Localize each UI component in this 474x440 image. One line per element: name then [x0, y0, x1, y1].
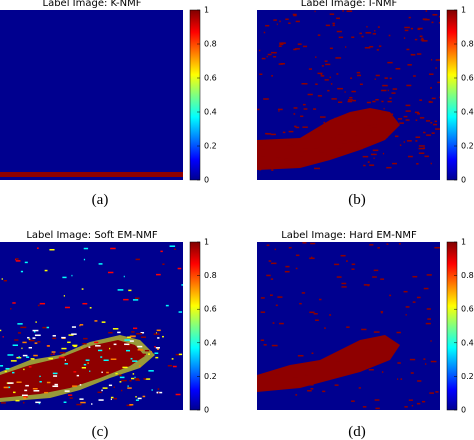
- colorbar-tick-label: 0.6: [204, 74, 217, 83]
- panel-title: Label Image: Soft EM-NMF: [26, 230, 158, 241]
- label-image: [257, 10, 440, 180]
- colorbar-tick-label: 0.4: [204, 108, 217, 117]
- colorbar-tick-label: 0.2: [204, 142, 217, 151]
- colorbar-tick-label: 1: [204, 6, 209, 15]
- panel-title: Label Image: I-NMF: [301, 0, 398, 9]
- colorbar-tick-label: 0.2: [461, 372, 474, 381]
- colorbar-tick-label: 0.8: [204, 40, 217, 49]
- colorbar-tick-label: 0.8: [461, 271, 474, 280]
- colorbar-tick-label: 0.4: [204, 338, 217, 347]
- panel-caption: (b): [348, 192, 366, 208]
- colorbar-tick-label: 1: [204, 238, 209, 247]
- colorbar-tick-label: 0: [461, 406, 466, 415]
- colorbar-tick-label: 0.6: [461, 305, 474, 314]
- panel-title: Label Image: K-NMF: [43, 0, 142, 9]
- colorbar-tick-label: 0.4: [461, 108, 474, 117]
- label-image: [0, 10, 183, 180]
- colorbar-tick-label: 0: [204, 406, 209, 415]
- colorbar: [189, 9, 201, 181]
- colorbar-tick-label: 0.8: [461, 40, 474, 49]
- colorbar-tick-label: 1: [461, 6, 466, 15]
- colorbar-tick-label: 0: [204, 176, 209, 185]
- colorbar-tick-label: 0.2: [461, 142, 474, 151]
- colorbar-tick-label: 0.8: [204, 271, 217, 280]
- colorbar: [446, 241, 458, 411]
- colorbar-tick-label: 0: [461, 176, 466, 185]
- panel-title: Label Image: Hard EM-NMF: [281, 230, 417, 241]
- colorbar-tick-label: 0.4: [461, 338, 474, 347]
- panel-caption: (d): [348, 424, 366, 440]
- colorbar: [446, 9, 458, 181]
- colorbar-tick-label: 0.2: [204, 372, 217, 381]
- panel-caption: (c): [92, 424, 109, 440]
- colorbar: [189, 241, 201, 411]
- label-image: [257, 242, 440, 410]
- label-image: [0, 242, 183, 410]
- panel-caption: (a): [92, 192, 109, 208]
- colorbar-tick-label: 0.6: [204, 305, 217, 314]
- colorbar-tick-label: 1: [461, 238, 466, 247]
- colorbar-tick-label: 0.6: [461, 74, 474, 83]
